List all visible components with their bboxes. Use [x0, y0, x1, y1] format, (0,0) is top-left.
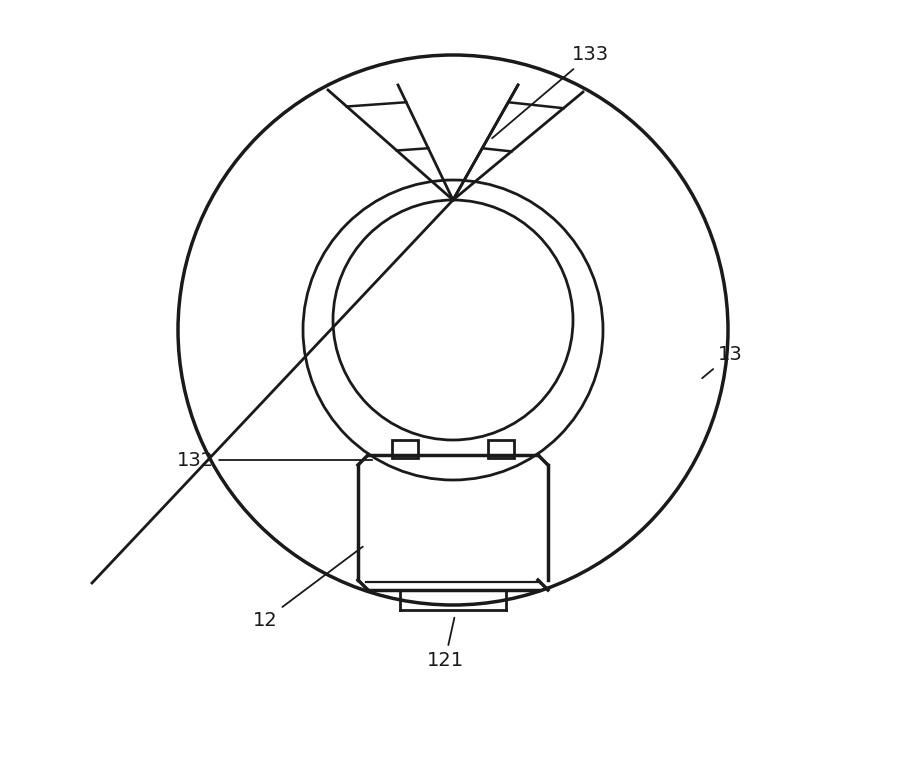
Text: 133: 133 [493, 46, 609, 139]
Text: 121: 121 [426, 618, 463, 670]
Text: 13: 13 [702, 345, 742, 378]
Bar [392, 440, 418, 458]
Text: 12: 12 [253, 546, 363, 629]
Bar [488, 440, 514, 458]
Text: 132: 132 [177, 450, 372, 470]
